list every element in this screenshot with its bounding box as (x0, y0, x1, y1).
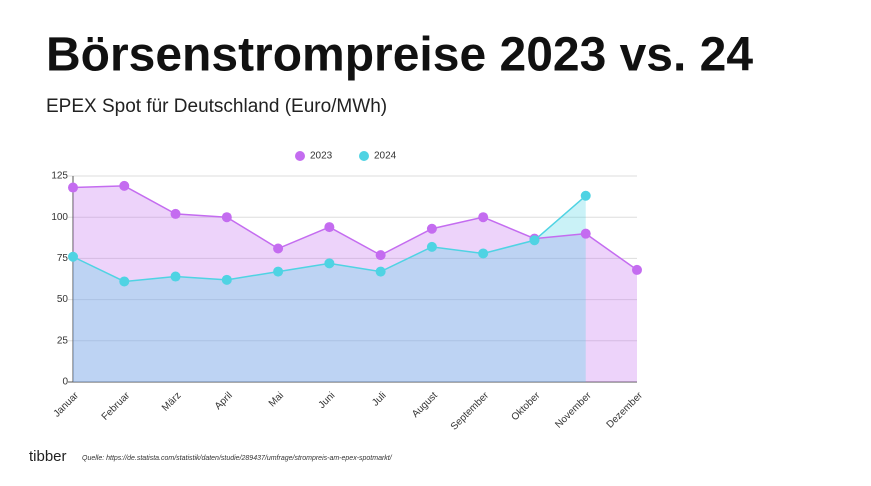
point (426, 223, 437, 234)
point (119, 276, 130, 287)
point (68, 251, 78, 262)
point (68, 182, 78, 193)
point (375, 266, 386, 277)
x-tick-label: März (160, 390, 184, 414)
y-tick-label: 0 (62, 377, 68, 388)
subtitle: EPEX Spot für Deutschland (Euro/MWh) (46, 96, 387, 117)
point (375, 250, 386, 261)
point (478, 212, 489, 223)
point (529, 235, 540, 246)
line (72, 185, 638, 271)
x-tick-label: Mai (267, 390, 286, 409)
area (73, 195, 586, 382)
point (580, 228, 591, 239)
source: Quelle: https://de.statista.com/statisti… (82, 455, 393, 462)
y-tick-label: 25 (57, 335, 69, 346)
y-tick-label: 125 (51, 171, 68, 182)
point (632, 264, 642, 275)
legend-swatch (295, 151, 305, 161)
point (221, 212, 232, 223)
area (73, 185, 637, 382)
x-tick-label: September (449, 390, 492, 433)
legend-label: 2023 (310, 151, 333, 162)
x-tick-label: Oktober (510, 390, 543, 423)
point (221, 274, 232, 285)
x-tick-label: Juni (317, 390, 338, 411)
y-tick-label: 100 (51, 212, 68, 223)
y-tick-label: 75 (57, 253, 69, 264)
point (580, 190, 591, 201)
x-tick-label: April (213, 390, 235, 412)
brand: tibber (29, 448, 67, 465)
x-tick-label: November (553, 390, 594, 431)
x-tick-label: Juli (370, 390, 388, 408)
x-tick-label: Februar (100, 390, 133, 423)
legend-label: 2024 (374, 151, 397, 162)
point (119, 180, 130, 191)
title: Börsenstrompreise 2023 vs. 24 (46, 29, 753, 82)
point (273, 243, 284, 254)
x-tick-label: Dezember (605, 390, 646, 431)
point (170, 208, 181, 219)
point (478, 248, 489, 259)
x-tick-label: August (410, 390, 440, 420)
point (324, 222, 335, 233)
point (426, 241, 437, 252)
point (170, 271, 181, 282)
x-tick-label: Januar (52, 390, 82, 420)
point (273, 266, 284, 277)
y-tick-label: 50 (57, 294, 69, 305)
legend-swatch (359, 151, 369, 161)
point (324, 258, 335, 269)
